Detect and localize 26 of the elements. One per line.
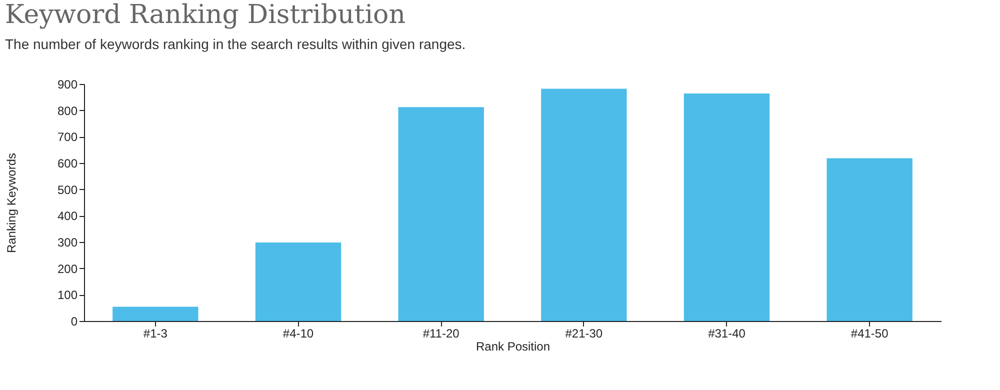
x-axis-title: Rank Position (476, 340, 550, 354)
y-tick-label: 0 (70, 314, 78, 328)
bar (255, 242, 342, 321)
y-tick-label: 400 (57, 209, 78, 224)
y-tick-label: 500 (57, 182, 78, 197)
y-tick-label: 200 (57, 262, 78, 276)
x-tick-label: #31-40 (708, 326, 746, 340)
y-axis-title: Ranking Keywords (4, 152, 18, 254)
x-tick-label: #21-30 (565, 326, 603, 340)
bar (684, 93, 770, 321)
y-tick-label: 800 (57, 104, 78, 118)
x-tick-label: #4-10 (282, 326, 314, 340)
y-tick-label: 300 (57, 236, 78, 250)
bar (112, 306, 198, 321)
bar (826, 158, 912, 321)
y-tick-label: 700 (57, 130, 78, 144)
y-tick-label: 900 (57, 78, 78, 92)
x-tick-label: #41-50 (850, 326, 889, 340)
chart-title: Keyword Ranking Distribution (5, 0, 406, 30)
x-tick-label: #1-3 (143, 326, 168, 340)
y-tick-label: 600 (57, 156, 78, 170)
y-tick-label: 100 (57, 288, 78, 302)
chart-subtitle: The number of keywords ranking in the search results within given ranges. (5, 36, 466, 52)
bar (398, 107, 484, 321)
x-tick-label: #11-20 (422, 326, 460, 340)
bar (541, 88, 627, 321)
